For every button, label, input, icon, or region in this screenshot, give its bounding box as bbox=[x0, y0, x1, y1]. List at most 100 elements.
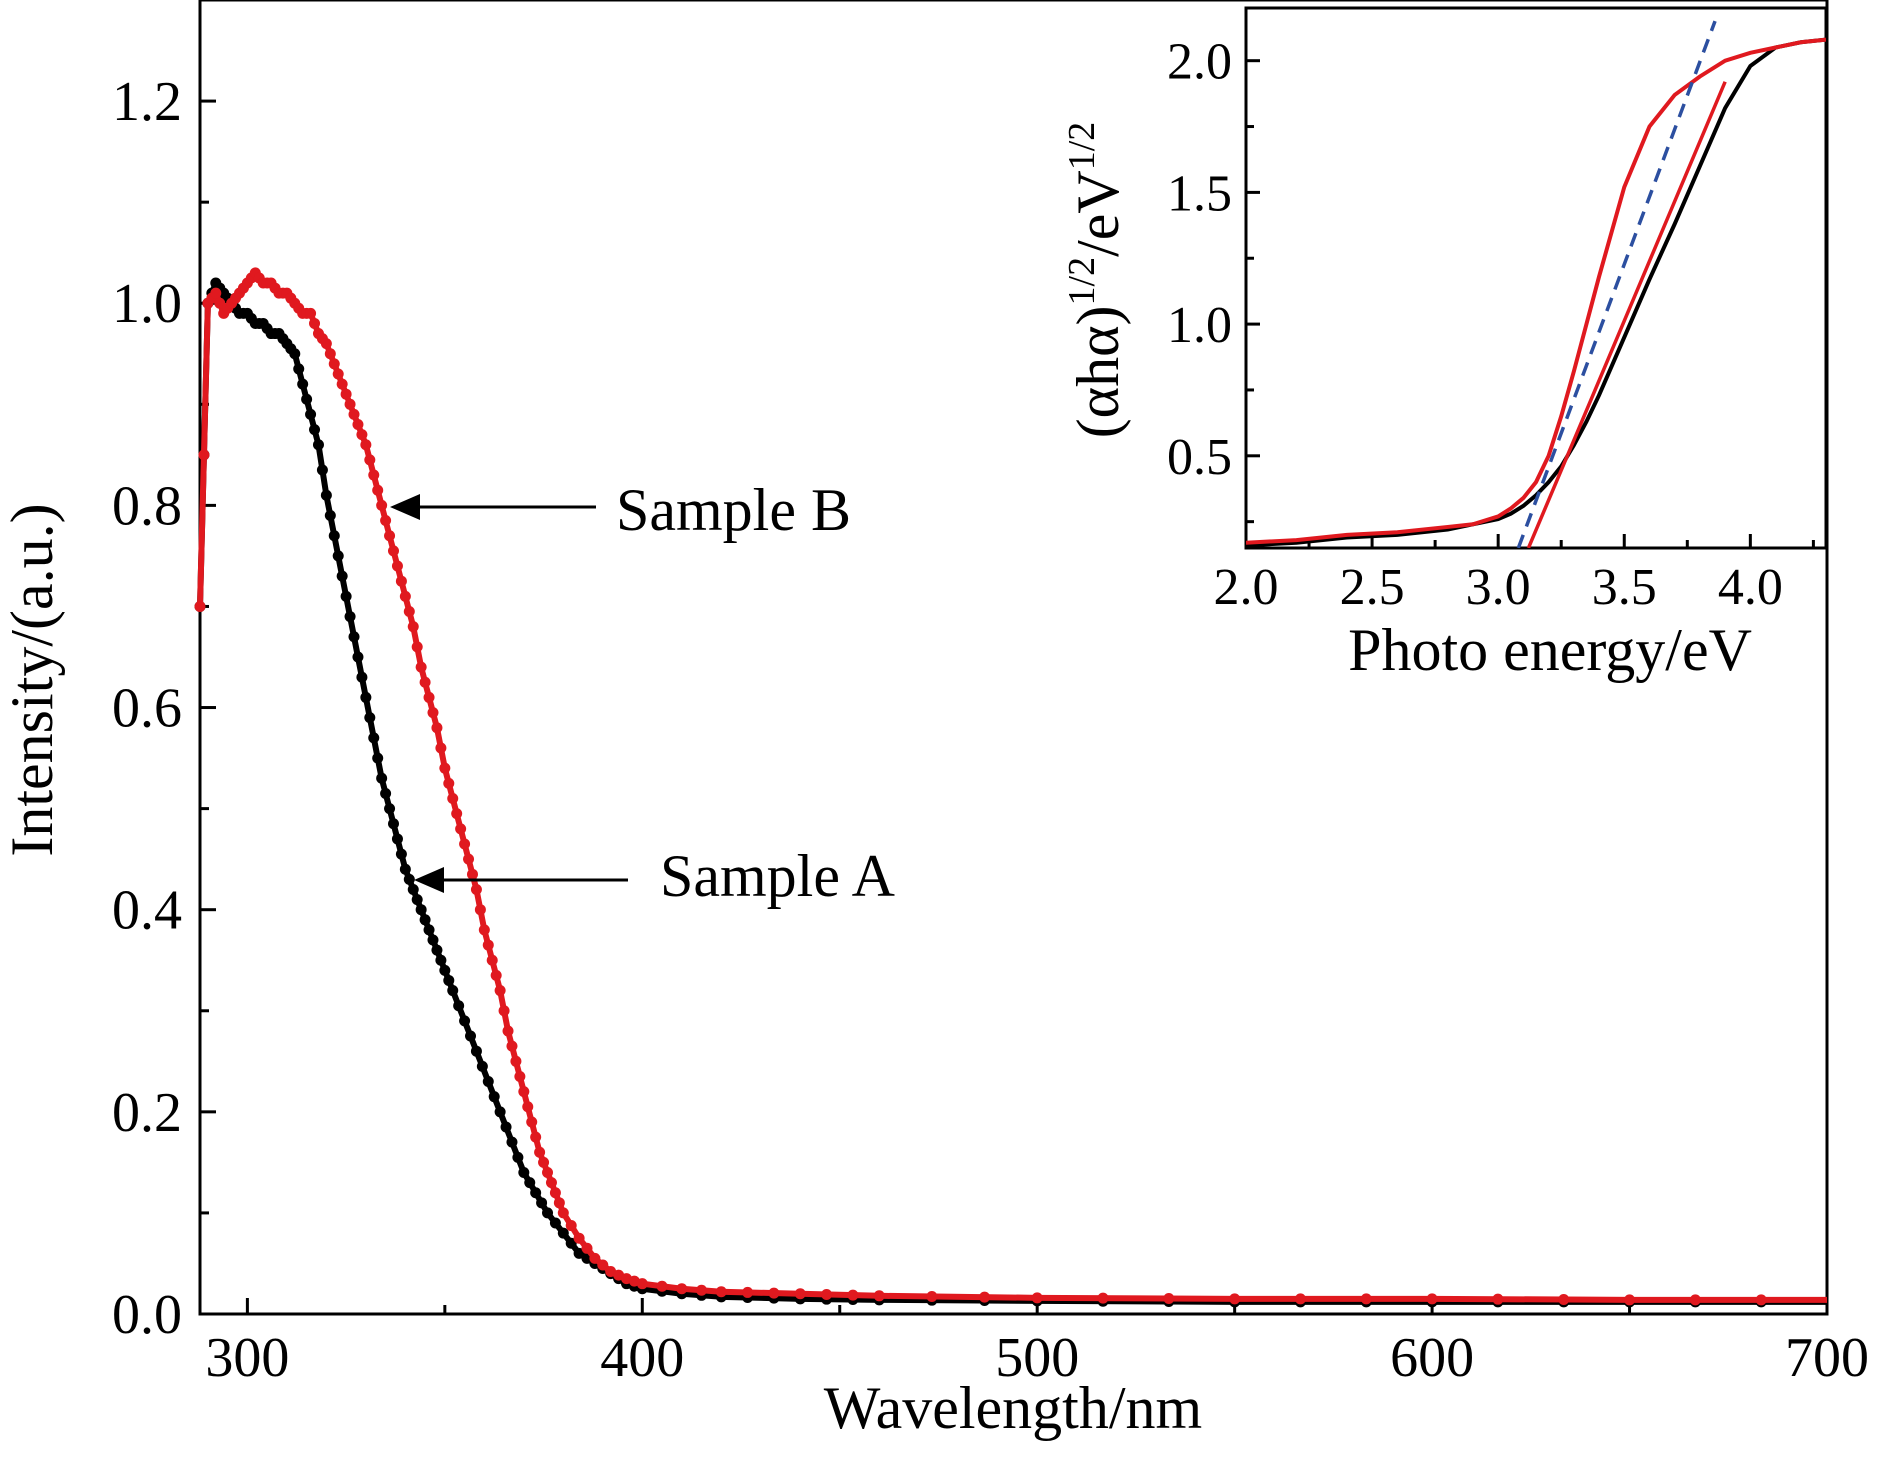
data-point bbox=[470, 1045, 482, 1057]
annotation-sample-b: Sample B bbox=[390, 477, 851, 543]
annotation-label-sample-b: Sample B bbox=[616, 477, 851, 543]
inset-x-tick-label: 2.0 bbox=[1214, 559, 1279, 616]
data-point bbox=[312, 439, 324, 451]
data-point bbox=[407, 621, 419, 633]
data-point bbox=[372, 484, 384, 496]
y-tick-label: 1.0 bbox=[112, 273, 182, 335]
data-point bbox=[403, 873, 415, 885]
data-point bbox=[502, 1025, 514, 1037]
data-point bbox=[360, 439, 372, 451]
data-point bbox=[465, 1030, 477, 1042]
data-point bbox=[431, 944, 443, 956]
data-point bbox=[320, 338, 332, 350]
data-point bbox=[565, 1237, 577, 1249]
data-point bbox=[415, 661, 427, 673]
data-point bbox=[419, 914, 431, 926]
data-point bbox=[194, 600, 206, 612]
data-point bbox=[372, 752, 384, 764]
data-point bbox=[384, 530, 396, 542]
data-point bbox=[309, 424, 321, 436]
data-point bbox=[524, 1177, 536, 1189]
y-tick-label: 0.4 bbox=[112, 880, 182, 942]
data-point bbox=[419, 676, 431, 688]
inset-y-tick-label: 2.0 bbox=[1167, 34, 1232, 91]
data-point bbox=[328, 358, 340, 370]
data-point bbox=[476, 1060, 488, 1072]
data-point bbox=[348, 631, 360, 643]
data-point bbox=[340, 388, 352, 400]
annotation-label-sample-a: Sample A bbox=[660, 843, 895, 909]
inset-x-axis-title: Photo energy/eV bbox=[1348, 617, 1752, 683]
data-point bbox=[1097, 1292, 1109, 1304]
data-point bbox=[549, 1217, 561, 1229]
data-point bbox=[459, 1015, 471, 1027]
y-tick-label: 0.2 bbox=[112, 1082, 182, 1144]
data-point bbox=[435, 954, 447, 966]
inset-x-tick-label: 4.0 bbox=[1718, 559, 1783, 616]
data-point bbox=[926, 1290, 938, 1302]
data-point bbox=[794, 1288, 806, 1300]
data-point bbox=[453, 1000, 465, 1012]
data-point bbox=[447, 793, 459, 805]
data-point bbox=[696, 1284, 708, 1296]
data-point bbox=[534, 1146, 546, 1158]
data-point bbox=[305, 408, 317, 420]
data-point bbox=[510, 1055, 522, 1067]
data-point bbox=[490, 969, 502, 981]
y-tick-label: 1.2 bbox=[112, 71, 182, 133]
data-point bbox=[549, 1187, 561, 1199]
main-tick-labels: 300 400 500 600 700 0.0 0.2 0.4 0.6 0.8 1.0 1.2 bbox=[112, 71, 1869, 1389]
data-point bbox=[384, 803, 396, 815]
data-point bbox=[526, 1116, 538, 1128]
data-point bbox=[403, 606, 415, 618]
data-point bbox=[344, 398, 356, 410]
data-point bbox=[376, 772, 388, 784]
data-point bbox=[1294, 1293, 1306, 1305]
data-point bbox=[581, 1242, 593, 1254]
data-point bbox=[214, 297, 226, 309]
inset-tangent-line bbox=[1526, 81, 1727, 548]
data-point bbox=[470, 883, 482, 895]
y-tick-label: 0.8 bbox=[112, 475, 182, 537]
data-point bbox=[451, 808, 463, 820]
data-point bbox=[431, 722, 443, 734]
data-point bbox=[391, 560, 403, 572]
data-point bbox=[847, 1289, 859, 1301]
data-point bbox=[435, 742, 447, 754]
data-point bbox=[309, 317, 321, 329]
data-point bbox=[656, 1280, 668, 1292]
data-point bbox=[388, 545, 400, 557]
data-point bbox=[336, 570, 348, 582]
data-point bbox=[494, 1106, 506, 1118]
inset-x-tick-label: 3.0 bbox=[1466, 559, 1531, 616]
data-point bbox=[589, 1252, 601, 1264]
data-point bbox=[352, 651, 364, 663]
data-point bbox=[463, 853, 475, 865]
data-point bbox=[518, 1086, 530, 1098]
data-point bbox=[439, 762, 451, 774]
data-point bbox=[423, 924, 435, 936]
data-point bbox=[407, 883, 419, 895]
inset-dashed-tangent-line bbox=[1516, 20, 1717, 548]
data-point bbox=[364, 712, 376, 724]
data-point bbox=[427, 707, 439, 719]
data-point bbox=[316, 464, 328, 476]
data-point bbox=[1558, 1294, 1570, 1306]
annotation-sample-a: Sample A bbox=[414, 843, 895, 909]
data-point bbox=[376, 499, 388, 511]
data-point bbox=[506, 1136, 518, 1148]
series-sample-b bbox=[194, 267, 1827, 1306]
data-point bbox=[530, 1187, 542, 1199]
main-y-axis-title: Intensity/(a.u.) bbox=[0, 503, 65, 856]
x-tick-label: 700 bbox=[1785, 1327, 1869, 1389]
data-point bbox=[1031, 1292, 1043, 1304]
data-point bbox=[873, 1290, 885, 1302]
inset-series-group bbox=[1246, 20, 1826, 548]
data-point bbox=[979, 1291, 991, 1303]
data-point bbox=[500, 1121, 512, 1133]
main-plot-frame bbox=[198, 0, 1829, 1316]
data-point bbox=[597, 1259, 609, 1271]
data-point bbox=[293, 363, 305, 375]
data-point bbox=[573, 1247, 585, 1259]
